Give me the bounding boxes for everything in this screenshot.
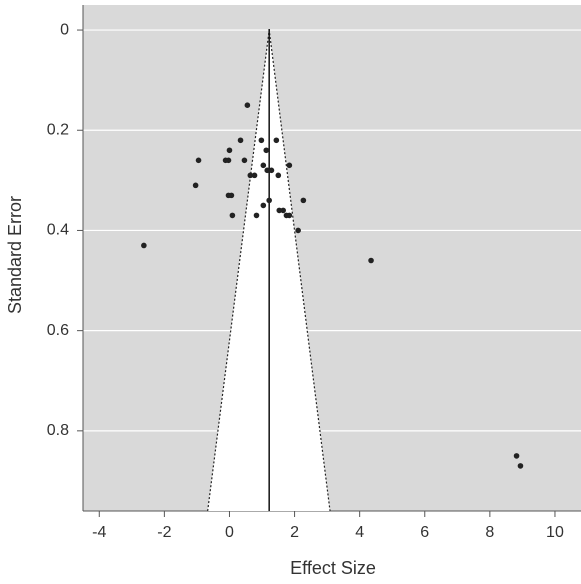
study-point [368, 258, 374, 264]
study-point [514, 453, 520, 459]
study-point [287, 163, 293, 169]
study-point [229, 193, 235, 199]
study-point [261, 203, 267, 209]
study-point [238, 137, 244, 143]
study-point [254, 213, 260, 219]
study-point [275, 173, 281, 179]
x-tick-label: 6 [420, 524, 429, 541]
study-point [226, 158, 232, 164]
study-point [259, 137, 265, 143]
x-tick-label: 8 [485, 524, 494, 541]
study-point [193, 183, 199, 189]
study-point [301, 198, 307, 204]
x-axis-title: Effect Size [290, 558, 376, 578]
study-point [263, 147, 269, 153]
study-point [141, 243, 147, 249]
plot-background [83, 5, 581, 511]
study-point [227, 147, 233, 153]
study-point [252, 173, 258, 179]
study-point [230, 213, 236, 219]
study-point [245, 102, 251, 108]
x-tick-label: 0 [225, 524, 234, 541]
chart: Effect Size Standard Error 0 0.2 0.4 0.6 0.8… [0, 0, 581, 584]
study-point [266, 198, 272, 204]
study-point [280, 208, 286, 214]
x-tick-label: -4 [92, 524, 106, 541]
study-point [269, 168, 275, 174]
y-tick-label: 0.2 [47, 121, 69, 138]
study-point [196, 158, 202, 164]
study-point [261, 163, 267, 169]
y-tick-label: 0.4 [47, 222, 69, 239]
x-tick-label: 10 [546, 524, 564, 541]
x-tick-label: -2 [157, 524, 171, 541]
study-point [518, 463, 524, 469]
y-tick-label: 0.6 [47, 322, 69, 339]
study-point [287, 213, 293, 219]
y-tick-label: 0.8 [47, 422, 69, 439]
x-tick-label: 2 [290, 524, 299, 541]
y-tick-label: 0 [60, 21, 69, 38]
x-tick-label: 4 [355, 524, 364, 541]
y-axis-title: Standard Error [5, 196, 25, 314]
study-point [242, 158, 248, 164]
study-point [274, 137, 280, 143]
study-point [295, 228, 301, 234]
